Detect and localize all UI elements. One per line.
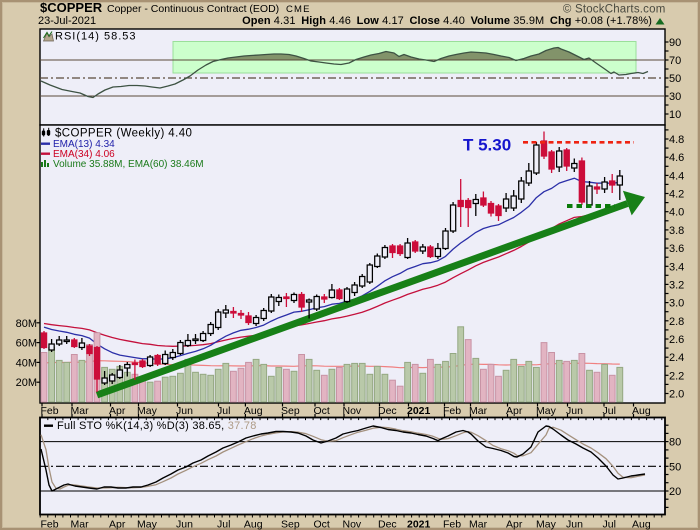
svg-text:80: 80 bbox=[669, 437, 681, 449]
svg-text:EMA(34) 4.06: EMA(34) 4.06 bbox=[53, 149, 115, 160]
svg-text:2.0: 2.0 bbox=[669, 389, 684, 401]
svg-text:40M: 40M bbox=[16, 357, 37, 369]
svg-text:80M: 80M bbox=[16, 318, 37, 330]
svg-text:EMA(13) 4.34: EMA(13) 4.34 bbox=[53, 139, 115, 150]
svg-text:© StockCharts.com: © StockCharts.com bbox=[563, 4, 666, 16]
svg-text:Jul: Jul bbox=[603, 519, 616, 530]
svg-text:Sep: Sep bbox=[281, 519, 300, 530]
svg-text:Aug: Aug bbox=[244, 405, 263, 417]
svg-text:Aug: Aug bbox=[632, 519, 651, 530]
svg-text:Dec: Dec bbox=[378, 405, 397, 417]
svg-text:4.0: 4.0 bbox=[669, 207, 684, 219]
svg-text:3.6: 3.6 bbox=[669, 243, 684, 255]
svg-text:Full STO %K(14,3) %D(3) 38.65,: Full STO %K(14,3) %D(3) 38.65, 37.78 bbox=[57, 420, 257, 432]
svg-text:3.2: 3.2 bbox=[669, 279, 684, 291]
svg-text:May: May bbox=[137, 405, 158, 417]
svg-text:2021: 2021 bbox=[407, 405, 431, 417]
svg-text:3.4: 3.4 bbox=[669, 261, 684, 273]
svg-text:May: May bbox=[137, 519, 158, 530]
svg-text:20: 20 bbox=[669, 486, 681, 498]
svg-text:Apr: Apr bbox=[109, 405, 126, 417]
svg-text:Jul: Jul bbox=[217, 405, 230, 417]
svg-text:Apr: Apr bbox=[506, 405, 523, 417]
svg-text:Mar: Mar bbox=[71, 405, 90, 417]
svg-text:Aug: Aug bbox=[632, 405, 651, 417]
svg-text:Oct: Oct bbox=[314, 405, 330, 417]
svg-text:May: May bbox=[536, 405, 557, 417]
svg-text:Jul: Jul bbox=[217, 519, 230, 530]
svg-text:Feb: Feb bbox=[443, 519, 461, 530]
svg-text:50: 50 bbox=[669, 461, 681, 473]
svg-text:4.2: 4.2 bbox=[669, 189, 684, 201]
svg-text:Jun: Jun bbox=[176, 519, 193, 530]
svg-text:Volume 35.88M, EMA(60) 38.46M: Volume 35.88M, EMA(60) 38.46M bbox=[53, 159, 204, 170]
svg-text:2.8: 2.8 bbox=[669, 316, 684, 328]
svg-text:$COPPER (Weekly) 4.40: $COPPER (Weekly) 4.40 bbox=[55, 128, 192, 140]
svg-text:Jun: Jun bbox=[566, 405, 583, 417]
svg-text:Mar: Mar bbox=[469, 519, 488, 530]
svg-text:T 5.30: T 5.30 bbox=[463, 136, 511, 155]
svg-text:Jun: Jun bbox=[566, 519, 583, 530]
svg-text:4.8: 4.8 bbox=[669, 134, 684, 146]
svg-text:4.6: 4.6 bbox=[669, 152, 684, 164]
svg-text:RSI(14) 58.53: RSI(14) 58.53 bbox=[55, 31, 136, 43]
svg-text:60M: 60M bbox=[16, 338, 37, 350]
svg-text:90: 90 bbox=[669, 37, 681, 49]
svg-text:2021: 2021 bbox=[407, 519, 431, 530]
svg-text:Dec: Dec bbox=[378, 519, 397, 530]
svg-text:Jul: Jul bbox=[603, 405, 616, 417]
svg-text:70: 70 bbox=[669, 55, 681, 67]
svg-text:Apr: Apr bbox=[109, 519, 126, 530]
svg-text:CME: CME bbox=[286, 4, 311, 15]
svg-text:30: 30 bbox=[669, 91, 681, 103]
svg-text:Nov: Nov bbox=[343, 405, 362, 417]
svg-text:Nov: Nov bbox=[343, 519, 362, 530]
svg-text:20M: 20M bbox=[16, 377, 37, 389]
svg-text:10: 10 bbox=[669, 109, 681, 121]
svg-text:$COPPER: $COPPER bbox=[40, 0, 103, 15]
svg-text:50: 50 bbox=[669, 73, 681, 85]
svg-text:2.2: 2.2 bbox=[669, 370, 684, 382]
svg-text:Sep: Sep bbox=[281, 405, 300, 417]
svg-text:Feb: Feb bbox=[41, 519, 59, 530]
svg-text:Apr: Apr bbox=[506, 519, 523, 530]
svg-text:2.6: 2.6 bbox=[669, 334, 684, 346]
svg-text:Open 4.31 High 4.46 Low 4.17 C: Open 4.31 High 4.46 Low 4.17 Close 4.40 … bbox=[242, 15, 652, 27]
svg-text:Feb: Feb bbox=[41, 405, 59, 417]
svg-text:Feb: Feb bbox=[443, 405, 461, 417]
svg-text:3.8: 3.8 bbox=[669, 225, 684, 237]
svg-text:4.4: 4.4 bbox=[669, 170, 684, 182]
svg-text:Mar: Mar bbox=[469, 405, 488, 417]
svg-text:Copper - Continuous Contract (: Copper - Continuous Contract (EOD) bbox=[107, 3, 279, 15]
svg-text:23-Jul-2021: 23-Jul-2021 bbox=[38, 15, 96, 27]
svg-text:May: May bbox=[536, 519, 557, 530]
svg-text:Mar: Mar bbox=[71, 519, 90, 530]
svg-text:3.0: 3.0 bbox=[669, 298, 684, 310]
svg-text:Aug: Aug bbox=[244, 519, 263, 530]
svg-text:Jun: Jun bbox=[176, 405, 193, 417]
svg-text:2.4: 2.4 bbox=[669, 352, 684, 364]
svg-text:Oct: Oct bbox=[314, 519, 330, 530]
